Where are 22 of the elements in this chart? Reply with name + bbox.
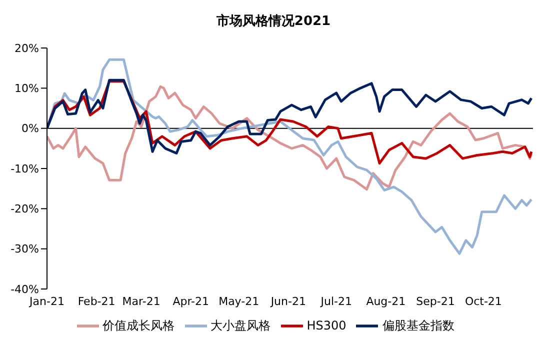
x-tick-label: Mar-21 xyxy=(122,294,160,308)
x-tick-label: Jan-21 xyxy=(28,294,64,308)
chart-title: 市场风格情况2021 xyxy=(215,12,332,30)
y-tick-label: -40% xyxy=(10,282,39,296)
legend-label: 偏股基金指数 xyxy=(382,318,454,332)
y-tick-label: 20% xyxy=(14,42,39,55)
x-tick-label: Jul-21 xyxy=(320,294,352,308)
x-tick-label: Oct-21 xyxy=(464,294,502,308)
legend-label: 大小盘风格 xyxy=(210,318,271,332)
x-tick-label: May-21 xyxy=(218,294,260,308)
y-tick-label: -20% xyxy=(10,202,39,216)
x-tick-label: Feb-21 xyxy=(78,294,116,308)
y-tick-label: -30% xyxy=(10,242,39,256)
x-tick-label: Sep-21 xyxy=(416,294,455,308)
x-tick-label: Aug-21 xyxy=(366,294,406,308)
x-tick-label: Apr-21 xyxy=(172,294,210,308)
y-tick-label: 0% xyxy=(22,122,39,136)
legend-label: HS300 xyxy=(306,318,346,332)
y-tick-label: 10% xyxy=(14,82,39,96)
y-tick-label: -10% xyxy=(10,162,39,176)
x-tick-label: Jun-21 xyxy=(270,294,306,308)
legend-label: 价值成长风格 xyxy=(102,318,175,332)
